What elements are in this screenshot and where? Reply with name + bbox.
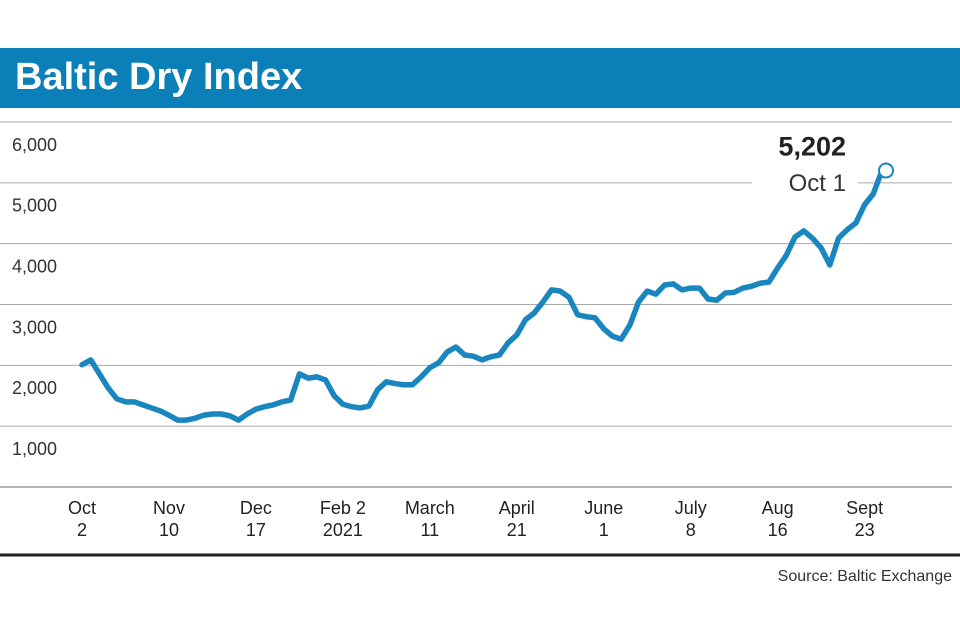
x-tick-label: Sept 23 (846, 498, 883, 540)
y-tick-label: 2,000 (12, 378, 57, 398)
annotation-bg (752, 130, 858, 203)
x-tick-label: Nov 10 (153, 498, 185, 540)
x-tick-label: June 1 (584, 498, 623, 540)
line (79, 167, 885, 423)
y-tick-label: 6,000 (12, 135, 57, 155)
chart-title: Baltic Dry Index (15, 56, 302, 98)
x-tick-label: Feb 2 2021 (320, 498, 366, 540)
value-label: 5,202 (778, 132, 846, 162)
source: Source: Baltic Exchange (778, 568, 952, 585)
x-tick-label: March 11 (405, 498, 455, 540)
y-tick-label: 4,000 (12, 256, 57, 276)
end-marker (878, 162, 894, 179)
y-tick-label: 1,000 (12, 439, 57, 459)
x-tick-label: Oct 2 (68, 498, 96, 540)
annotation: Oct 1 (789, 170, 846, 197)
x-tick-label: April 21 (499, 498, 535, 540)
x-tick-label: Dec 17 (240, 498, 272, 540)
x-tick-label: July 8 (675, 498, 707, 540)
x-tick-label: Aug 16 (762, 498, 794, 540)
title-bar (0, 48, 960, 108)
y-tick-label: 5,000 (12, 196, 57, 216)
y-tick-label: 3,000 (12, 317, 57, 337)
